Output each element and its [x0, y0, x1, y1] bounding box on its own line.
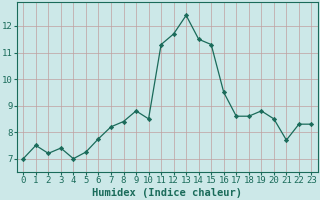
X-axis label: Humidex (Indice chaleur): Humidex (Indice chaleur) — [92, 188, 242, 198]
